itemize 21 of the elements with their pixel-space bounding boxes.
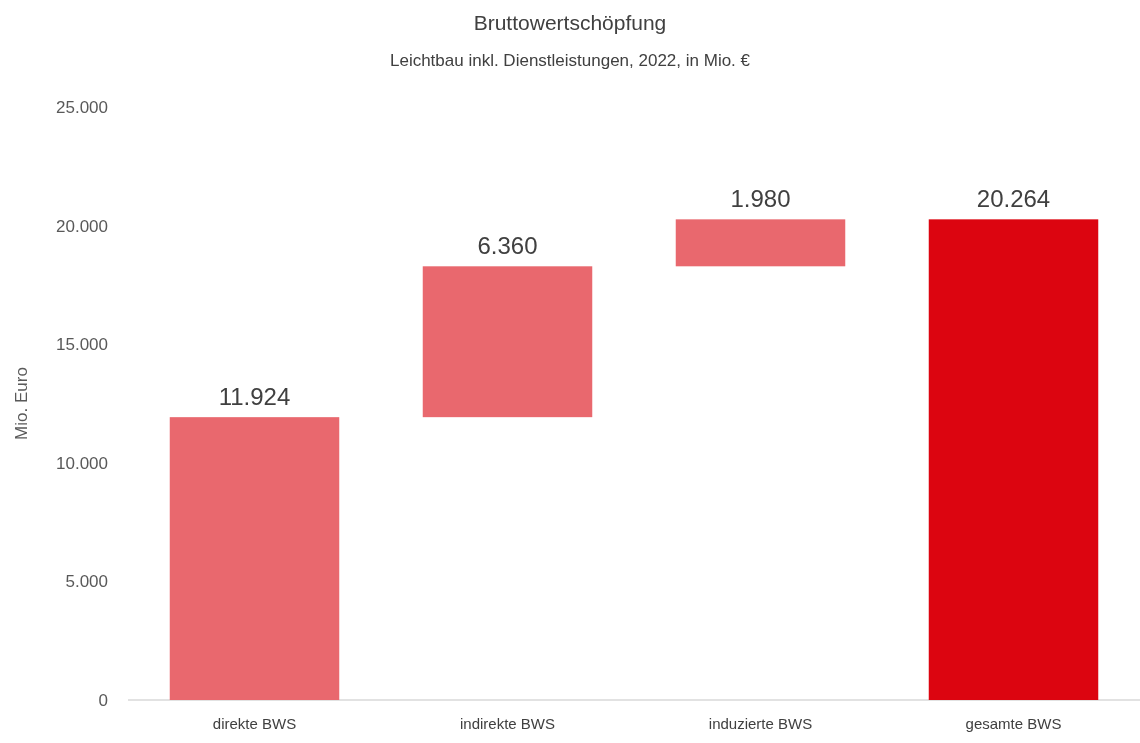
- y-tick-label: 15.000: [56, 335, 108, 355]
- data-label: 1.980: [730, 185, 791, 213]
- x-tick-label: indirekte BWS: [459, 715, 556, 732]
- data-label: 6.360: [477, 232, 538, 260]
- y-tick-label: 20.000: [56, 216, 108, 236]
- data-label: 20.264: [976, 185, 1051, 213]
- chart-subtitle: Leichtbau inkl. Dienstleistungen, 2022, in Mio. €: [389, 51, 751, 70]
- bar: [675, 219, 846, 267]
- data-label: 11.924: [218, 383, 291, 411]
- bar: [928, 219, 1099, 700]
- bar: [169, 417, 340, 700]
- y-tick-label: 25.000: [56, 97, 108, 117]
- y-tick-label: 10.000: [56, 453, 108, 473]
- y-axis-title: Mio. Euro: [12, 367, 31, 440]
- x-tick-label: direkte BWS: [212, 715, 297, 732]
- x-tick-label: gesamte BWS: [965, 715, 1062, 732]
- chart-title: Bruttowertschöpfung: [473, 11, 667, 34]
- y-tick-label: 0: [98, 690, 108, 710]
- bar: [422, 266, 593, 418]
- x-tick-label: induzierte BWS: [708, 715, 813, 732]
- y-tick-label: 5.000: [65, 572, 108, 592]
